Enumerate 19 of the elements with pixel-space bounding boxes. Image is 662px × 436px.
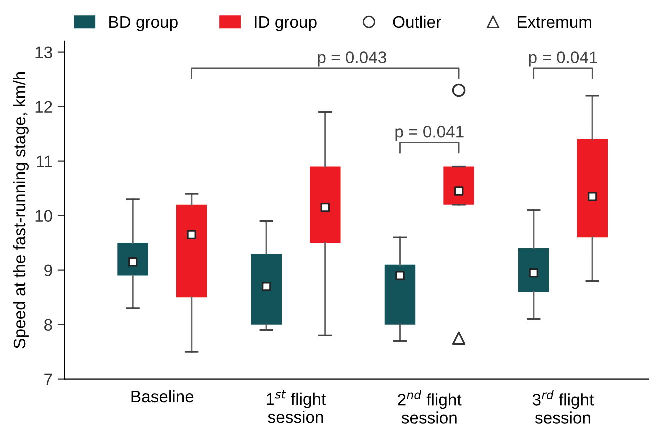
annotation: p = 0.041 [396,126,464,142]
x-tick-label: Baseline [132,390,194,403]
legend-label: ID group [255,16,317,32]
annotation: p = 0.043 [318,52,386,67]
legend-label: BD group [110,16,178,32]
annotation: p = 0.041 [529,52,598,67]
y-tick-label: 12 [36,101,52,113]
y-tick-label: 8 [44,319,52,332]
legend-label: Extremum [518,16,592,28]
x-tick-label: 2$^{nd}$ flight session [398,390,462,424]
y-tick-label: 11 [37,156,52,168]
y-axis-title: Speed at the fast-running stage, km/h [13,72,29,349]
y-tick-label: 13 [36,46,52,59]
y-tick-label: 9 [44,264,52,277]
y-tick-label: 7 [44,374,52,386]
y-tick-label: 10 [36,210,52,222]
x-tick-label: 1$^{st}$ flight session [267,390,326,424]
x-tick-label: 3$^{rd}$ flight session [532,390,594,424]
legend-label: Outlier [393,16,442,28]
